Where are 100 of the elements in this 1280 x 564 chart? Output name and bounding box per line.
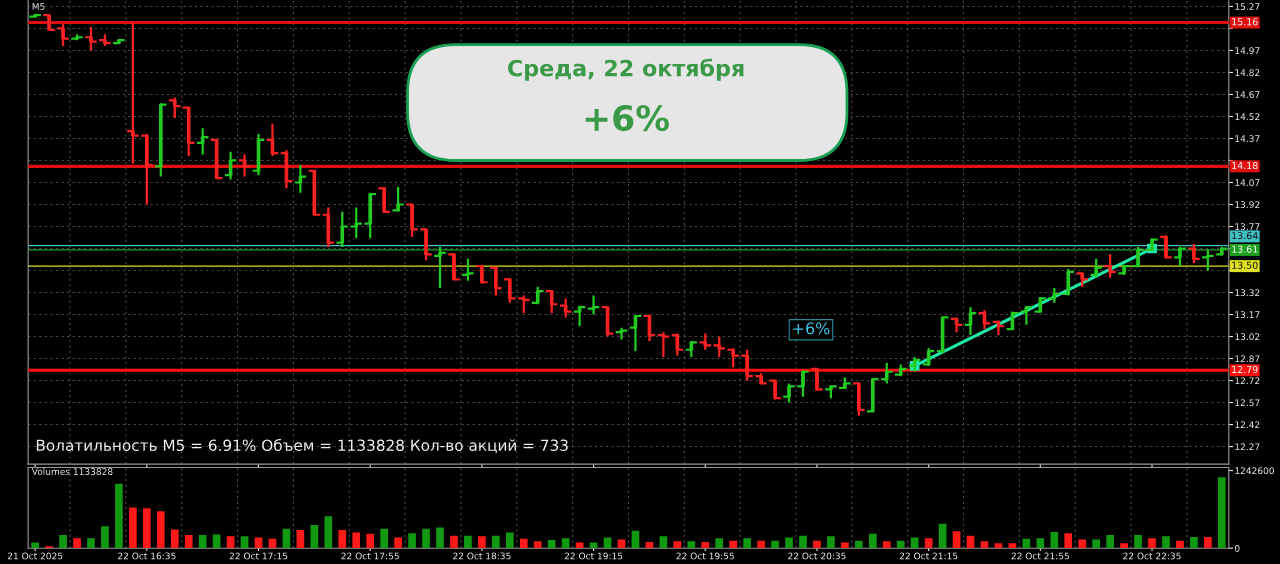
- candlestick: [936, 316, 949, 354]
- bar: [310, 525, 319, 549]
- candlestick: [559, 297, 572, 319]
- bar: [715, 538, 724, 549]
- category-label: 22 Oct 21:55: [1011, 552, 1069, 560]
- bar: [380, 528, 388, 549]
- bar: [980, 541, 989, 549]
- bar: [868, 533, 877, 549]
- candlestick: [881, 361, 893, 385]
- bar: [855, 540, 863, 549]
- bar: [408, 533, 416, 549]
- bar: [352, 532, 361, 549]
- bar: [129, 507, 137, 549]
- bar: [952, 531, 961, 549]
- bar: [492, 535, 500, 549]
- candlestick: [364, 191, 376, 240]
- ref-line-label: 14.18: [1232, 161, 1258, 170]
- candlestick: [615, 326, 628, 341]
- bar: [924, 538, 933, 549]
- y-tick-label: 12.42: [1235, 421, 1260, 428]
- bar: [827, 536, 835, 549]
- bar: [394, 537, 402, 549]
- category-label: 22 Oct 17:55: [341, 552, 399, 560]
- bar: [240, 536, 249, 549]
- candlestick: [294, 163, 307, 194]
- candlestick: [1034, 295, 1047, 313]
- candlestick: [434, 245, 446, 290]
- annotation: +6%: [585, 104, 669, 132]
- candlestick: [1160, 234, 1172, 259]
- bar: [687, 541, 696, 549]
- annotation: Волатильность M5 = 6.91% Объем = 1133828 Кол-во акций = 733: [36, 438, 568, 453]
- bar: [882, 541, 891, 549]
- y-tick-label: 1242600: [1235, 467, 1274, 475]
- candlestick: [1174, 245, 1186, 268]
- candlestick: [406, 203, 418, 238]
- bar: [1190, 536, 1198, 549]
- bar: [561, 538, 570, 549]
- bar: [226, 536, 235, 549]
- candlestick: [1062, 267, 1074, 297]
- candlestick: [727, 347, 739, 369]
- bar: [785, 537, 793, 549]
- candlestick: [713, 335, 725, 359]
- candlestick: [392, 185, 404, 213]
- y-tick-label: 12.57: [1235, 399, 1260, 407]
- bar: [142, 508, 151, 549]
- bar: [478, 536, 486, 549]
- candlestick: [978, 309, 991, 331]
- bar: [841, 542, 849, 549]
- ref-line-label: 15.16: [1232, 18, 1258, 26]
- y-tick-label: 12.72: [1235, 377, 1260, 384]
- y-tick-label: 0: [1234, 544, 1240, 552]
- candlestick: [322, 206, 335, 249]
- candlestick: [867, 377, 879, 413]
- candlestick: [43, 14, 55, 32]
- y-tick-label: 14.82: [1235, 69, 1260, 77]
- candlestick: [155, 102, 167, 178]
- candlestick: [1104, 253, 1116, 279]
- bar: [198, 535, 207, 549]
- bar: [170, 529, 179, 549]
- candlestick: [1020, 306, 1033, 326]
- candlestick: [992, 319, 1005, 337]
- bar: [938, 523, 947, 549]
- category-label: 22 Oct 19:15: [564, 552, 623, 560]
- candlestick: [238, 153, 251, 178]
- candlestick: [1048, 287, 1061, 304]
- bar: [31, 542, 39, 549]
- candlestick: [182, 106, 195, 158]
- bar: [1162, 536, 1170, 549]
- y-tick-label: 14.97: [1235, 47, 1260, 54]
- candlestick: [755, 372, 767, 385]
- bar: [422, 528, 430, 549]
- bar: [1050, 531, 1059, 549]
- candlestick: [1188, 242, 1200, 265]
- y-tick-label: 15.27: [1235, 3, 1260, 10]
- bar: [1008, 543, 1017, 549]
- candlestick: [825, 385, 837, 400]
- bar: [771, 540, 779, 549]
- chart-title: M5: [32, 3, 45, 10]
- y-tick-label: 13.02: [1235, 333, 1260, 341]
- candlestick: [448, 251, 460, 281]
- y-tick-label: 13.77: [1235, 223, 1260, 231]
- candlestick: [71, 33, 83, 42]
- bar: [1134, 535, 1142, 549]
- bar: [1217, 477, 1226, 549]
- candlestick: [532, 285, 544, 306]
- y-tick-label: 12.87: [1235, 355, 1260, 363]
- candlestick: [811, 367, 823, 392]
- candlestick: [336, 210, 348, 249]
- bar: [436, 527, 444, 549]
- candlestick: [839, 376, 851, 391]
- y-tick-label: 12.27: [1235, 443, 1260, 450]
- candlestick: [657, 331, 670, 359]
- bar: [896, 540, 905, 549]
- candlestick: [57, 22, 69, 48]
- candlestick: [210, 138, 223, 180]
- bar: [1120, 543, 1128, 549]
- candlestick: [797, 369, 809, 398]
- candlestick: [587, 294, 600, 316]
- candlestick: [266, 122, 279, 158]
- bar: [296, 530, 305, 549]
